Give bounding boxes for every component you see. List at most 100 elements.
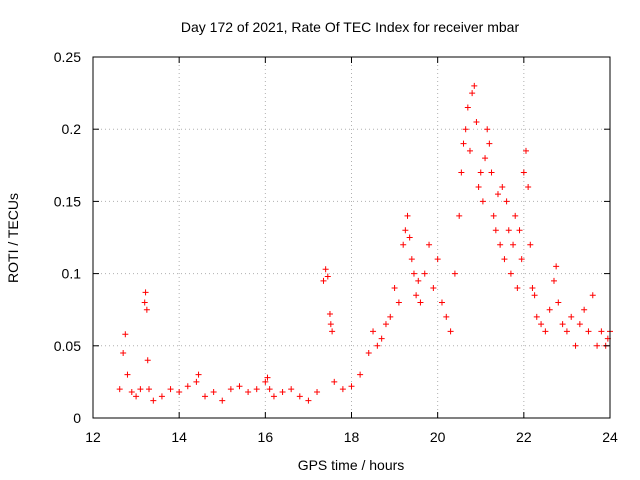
data-point	[329, 328, 336, 335]
data-point	[421, 270, 428, 277]
data-point	[520, 169, 527, 176]
data-point	[466, 147, 473, 154]
data-point	[413, 292, 420, 299]
data-points	[116, 82, 613, 404]
data-point	[193, 378, 200, 385]
data-point	[144, 357, 151, 364]
data-point	[374, 342, 381, 349]
data-point	[460, 140, 467, 147]
data-point	[417, 299, 424, 306]
data-point	[288, 386, 295, 393]
data-point	[245, 389, 252, 396]
data-point	[469, 90, 476, 97]
x-tick-label: 24	[602, 429, 618, 445]
data-point	[497, 241, 504, 248]
data-point	[576, 321, 583, 328]
data-point	[568, 313, 575, 320]
data-point	[357, 371, 364, 378]
data-point	[581, 306, 588, 313]
data-point	[447, 328, 454, 335]
data-point	[264, 374, 271, 381]
data-point	[406, 234, 413, 241]
data-point	[236, 383, 243, 390]
y-tick-label: 0.05	[54, 338, 81, 354]
data-point	[464, 104, 471, 111]
data-point	[490, 212, 497, 219]
data-point	[408, 256, 415, 263]
data-point	[404, 212, 411, 219]
data-point	[262, 378, 269, 385]
data-point	[279, 389, 286, 396]
data-point	[133, 393, 140, 400]
x-tick-label: 22	[516, 429, 532, 445]
data-point	[531, 292, 538, 299]
x-tick-label: 20	[430, 429, 446, 445]
data-point	[512, 212, 519, 219]
data-point	[210, 389, 217, 396]
data-point	[387, 313, 394, 320]
data-point	[370, 328, 377, 335]
data-point	[462, 126, 469, 133]
data-point	[492, 227, 499, 234]
data-point	[456, 212, 463, 219]
y-tick-label: 0.15	[54, 193, 81, 209]
x-tick-label: 14	[171, 429, 187, 445]
data-point	[150, 397, 157, 404]
data-point	[167, 386, 174, 393]
data-point	[529, 285, 536, 292]
data-point	[475, 183, 482, 190]
data-point	[402, 227, 409, 234]
data-point	[434, 256, 441, 263]
data-point	[430, 285, 437, 292]
data-point	[501, 256, 508, 263]
data-point	[158, 393, 165, 400]
data-point	[128, 389, 135, 396]
data-point	[391, 285, 398, 292]
data-point	[525, 183, 532, 190]
data-point	[378, 335, 385, 342]
data-point	[471, 82, 478, 89]
data-point	[438, 299, 445, 306]
data-point	[305, 397, 312, 404]
data-point	[400, 241, 407, 248]
data-point	[331, 378, 338, 385]
data-point	[137, 386, 144, 393]
x-tick-label: 12	[85, 429, 101, 445]
data-point	[202, 393, 209, 400]
data-point	[589, 292, 596, 299]
data-point	[146, 386, 153, 393]
data-point	[451, 270, 458, 277]
data-point	[122, 331, 129, 338]
data-point	[184, 383, 191, 390]
data-point	[314, 389, 321, 396]
data-point	[458, 169, 465, 176]
data-point	[559, 321, 566, 328]
data-point	[120, 350, 127, 357]
data-point	[141, 299, 148, 306]
data-point	[365, 350, 372, 357]
x-tick-label: 18	[344, 429, 360, 445]
data-point	[555, 299, 562, 306]
data-point	[494, 191, 501, 198]
data-point	[507, 270, 514, 277]
data-point	[227, 386, 234, 393]
y-tick-label: 0	[73, 410, 81, 426]
data-point	[479, 198, 486, 205]
data-point	[320, 277, 327, 284]
data-point	[538, 321, 545, 328]
axis-ticks: 12 14 16 18 20 22 24 0 0.05 0.1 0.15 0.2 0.25	[54, 49, 618, 445]
data-point	[518, 256, 525, 263]
data-point	[116, 386, 123, 393]
data-point	[473, 118, 480, 125]
data-point	[219, 397, 226, 404]
data-point	[324, 273, 331, 280]
data-point	[348, 383, 355, 390]
data-point	[142, 289, 149, 296]
chart-title: Day 172 of 2021, Rate Of TEC Index for r…	[181, 19, 520, 35]
data-point	[598, 328, 605, 335]
data-point	[527, 241, 534, 248]
data-point	[253, 386, 260, 393]
data-point	[339, 386, 346, 393]
data-point	[516, 227, 523, 234]
